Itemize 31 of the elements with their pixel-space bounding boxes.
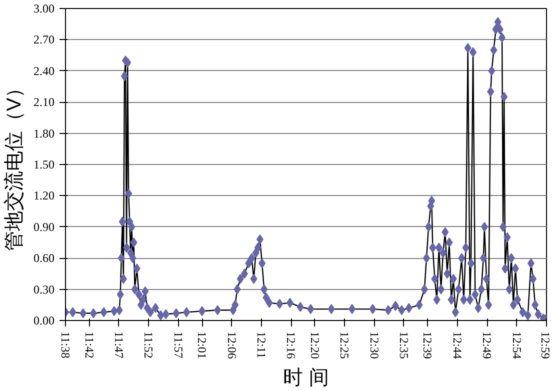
y-tick-label: 1.20 (34, 188, 54, 203)
y-tick-label: 2.10 (34, 95, 54, 110)
y-tick-label: 0.60 (34, 251, 54, 266)
y-tick-label: 0.90 (34, 220, 54, 234)
x-tick-label: 12:44 (450, 332, 464, 359)
x-tick-label: 11:47 (112, 332, 126, 358)
x-tick-label: 11:52 (142, 332, 156, 358)
x-tick-label: 11:38 (58, 332, 72, 358)
x-axis-title: 时 间 (283, 366, 329, 389)
x-tick-label: 12:39 (420, 332, 435, 359)
y-axis-title: 管地交流电位（V） (4, 78, 26, 252)
y-tick-label: 1.50 (34, 158, 54, 172)
x-tick-label: 12:01 (195, 332, 210, 359)
x-tick-label: 12:25 (338, 332, 352, 359)
x-tick-label: 12:35 (396, 332, 411, 359)
x-tick-label: 11:42 (82, 332, 96, 358)
x-tick-label: 12:30 (367, 332, 382, 359)
x-tick-label: 12:49 (480, 332, 494, 359)
y-tick-label: 0.30 (34, 282, 54, 296)
y-tick-label: 1.80 (34, 126, 54, 140)
x-tick-label: 11:57 (171, 332, 186, 358)
y-tick-label: 3.00 (34, 2, 54, 16)
x-tick-label: 12:20 (308, 332, 322, 359)
y-tick-label: 2.70 (34, 32, 54, 47)
x-tick-label: 12:16 (284, 332, 298, 359)
x-tick-label: 12:54 (510, 332, 524, 359)
x-tick-label: 12:06 (224, 332, 239, 359)
x-tick-label: 12:11 (254, 332, 268, 358)
y-tick-label: 2.40 (34, 64, 54, 78)
x-tick-label: 12:59 (538, 332, 552, 359)
y-tick-label: 0.00 (34, 314, 54, 328)
